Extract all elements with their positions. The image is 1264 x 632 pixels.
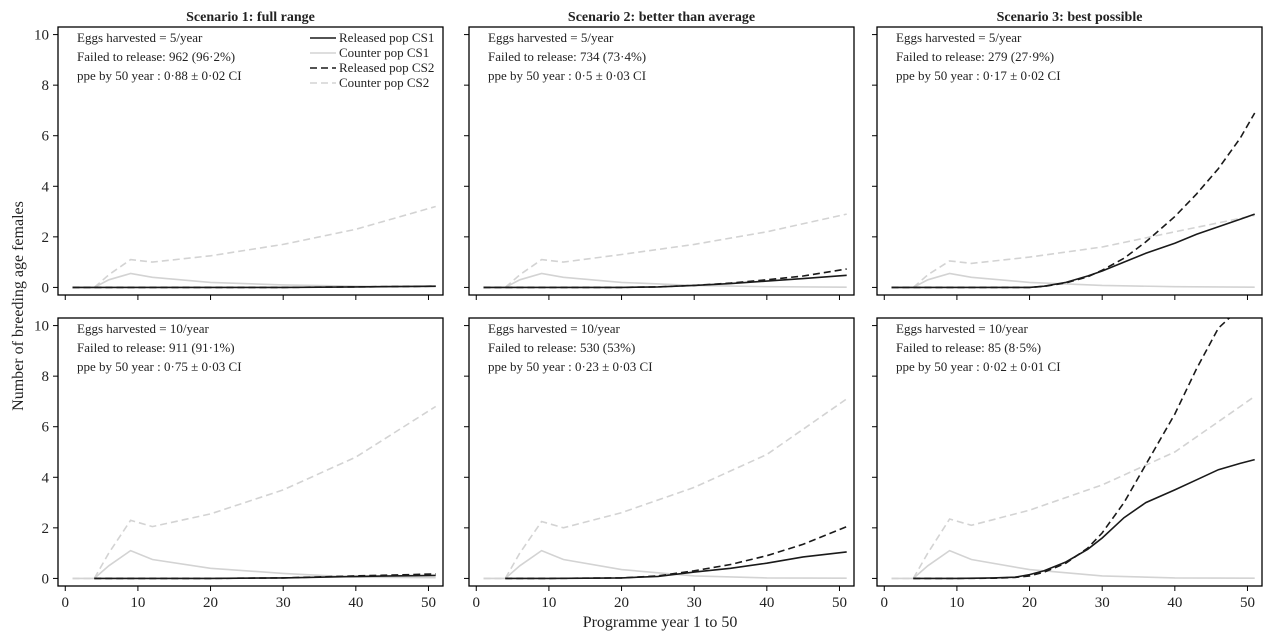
series-line-released-pop-cs2 — [913, 318, 1230, 580]
x-tick-label: 50 — [421, 595, 436, 611]
panel-annotation: Eggs harvested = 5/year — [896, 30, 1022, 45]
panel-title: Scenario 3: best possible — [997, 10, 1143, 25]
panel-annotation: ppe by 50 year : 0·75 ± 0·03 CI — [77, 359, 242, 374]
y-tick-label: 2 — [42, 230, 50, 246]
x-tick-label: 20 — [1022, 595, 1037, 611]
series-group — [72, 405, 437, 580]
panel-frame — [876, 26, 1263, 296]
panel-2: Scenario 2: better than average Eggs harv… — [464, 10, 855, 300]
series-line-counter-pop-cs1 — [483, 272, 847, 289]
series-line-counter-pop-cs1 — [891, 272, 1255, 289]
panel-annotation: Failed to release: 85 (8·5%) — [896, 340, 1041, 355]
series-line-counter-pop-cs2 — [72, 205, 436, 289]
y-tick-label: 4 — [42, 470, 50, 486]
legend-label: Released pop CS1 — [339, 30, 434, 45]
x-axis-label: Programme year 1 to 50 — [583, 614, 738, 631]
panel-frame — [468, 26, 855, 296]
y-tick-label: 8 — [42, 78, 50, 94]
x-tick-label: 30 — [276, 595, 291, 611]
x-tick-label: 0 — [473, 595, 481, 611]
panel-annotation: Failed to release: 279 (27·9%) — [896, 49, 1054, 64]
x-tick-label: 10 — [130, 595, 145, 611]
x-tick-label: 30 — [687, 595, 702, 611]
series-line-released-pop-cs2 — [483, 268, 847, 289]
panel-annotation: Failed to release: 911 (91·1%) — [77, 340, 235, 355]
legend-label: Counter pop CS1 — [339, 45, 429, 60]
panel-title: Scenario 2: better than average — [568, 10, 755, 25]
x-tick-label: 0 — [62, 595, 70, 611]
series-line-counter-pop-cs2 — [891, 395, 1256, 580]
legend-label: Counter pop CS2 — [339, 75, 429, 90]
panel-annotation: ppe by 50 year : 0·17 ± 0·02 CI — [896, 68, 1061, 83]
x-tick-label: 50 — [1240, 595, 1255, 611]
y-tick-label: 10 — [34, 319, 49, 335]
series-line-counter-pop-cs1 — [72, 549, 436, 580]
y-tick-label: 0 — [42, 280, 50, 296]
series-line-counter-pop-cs1 — [891, 549, 1255, 580]
panel-annotation: ppe by 50 year : 0·88 ± 0·02 CI — [77, 68, 242, 83]
x-tick-label: 10 — [949, 595, 964, 611]
panel-annotation: Eggs harvested = 5/year — [488, 30, 614, 45]
y-tick-label: 0 — [42, 571, 50, 587]
series-group — [72, 205, 436, 289]
panels-group: Scenario 1: full range 0 2 4 6 8 10 Eggs harves… — [34, 10, 1263, 611]
x-tick-label: 40 — [759, 595, 774, 611]
panel-frame — [876, 317, 1263, 587]
series-group — [483, 398, 848, 580]
series-line-counter-pop-cs2 — [72, 405, 437, 580]
y-tick-label: 2 — [42, 521, 50, 537]
panel-6: 0 10 20 30 40 50 Eggs harvested = 10/year Faile… — [872, 317, 1263, 611]
panel-annotation: Failed to release: 734 (73·4%) — [488, 49, 646, 64]
y-tick-label: 6 — [42, 420, 50, 436]
series-line-released-pop-cs2 — [94, 573, 436, 580]
x-tick-label: 10 — [541, 595, 556, 611]
panel-annotation: ppe by 50 year : 0·02 ± 0·01 CI — [896, 359, 1061, 374]
series-line-counter-pop-cs1 — [72, 272, 436, 289]
series-line-counter-pop-cs2 — [891, 214, 1255, 289]
legend-label: Released pop CS2 — [339, 60, 434, 75]
panel-annotation: Failed to release: 530 (53%) — [488, 340, 635, 355]
x-tick-label: 40 — [1167, 595, 1182, 611]
panel-5: 0 10 20 30 40 50 Eggs harvested = 10/year Faile… — [464, 317, 855, 611]
series-line-counter-pop-cs1 — [483, 549, 847, 580]
x-tick-label: 20 — [203, 595, 218, 611]
series-group — [483, 213, 847, 289]
series-group — [891, 112, 1256, 289]
x-tick-label: 0 — [881, 595, 889, 611]
series-line-counter-pop-cs2 — [483, 398, 848, 580]
panel-4: 0 2 4 6 8 10 0 10 20 30 40 50 Eggs harvested = 10/ye… — [34, 317, 444, 611]
x-tick-label: 40 — [348, 595, 363, 611]
x-tick-label: 30 — [1095, 595, 1110, 611]
series-line-released-pop-cs2 — [72, 285, 436, 289]
series-line-released-pop-cs1 — [913, 458, 1255, 580]
panel-annotation: ppe by 50 year : 0·23 ± 0·03 CI — [488, 359, 653, 374]
panel-frame — [57, 26, 444, 296]
panel-frame — [468, 317, 855, 587]
series-line-counter-pop-cs2 — [483, 213, 847, 289]
y-tick-label: 10 — [34, 28, 49, 44]
panel-annotation: Eggs harvested = 10/year — [77, 321, 210, 336]
panel-annotation: Failed to release: 962 (96·2%) — [77, 49, 235, 64]
panel-3: Scenario 3: best possible Eggs harvested … — [872, 10, 1263, 300]
y-tick-label: 4 — [42, 179, 50, 195]
y-axis-label: Number of breeding age females — [10, 201, 27, 411]
panel-1: Scenario 1: full range 0 2 4 6 8 10 Eggs harves… — [34, 10, 444, 300]
y-tick-label: 6 — [42, 129, 50, 145]
panel-annotation: Eggs harvested = 10/year — [488, 321, 621, 336]
panel-title: Scenario 1: full range — [186, 10, 315, 25]
series-group — [891, 318, 1256, 580]
panel-frame — [57, 317, 444, 587]
series-line-released-pop-cs2 — [505, 525, 848, 580]
series-line-released-pop-cs2 — [891, 112, 1256, 289]
panel-annotation: Eggs harvested = 10/year — [896, 321, 1029, 336]
panel-annotation: ppe by 50 year : 0·5 ± 0·03 CI — [488, 68, 646, 83]
x-tick-label: 50 — [832, 595, 847, 611]
y-tick-label: 8 — [42, 369, 50, 385]
panel-annotation: Eggs harvested = 5/year — [77, 30, 203, 45]
x-tick-label: 20 — [614, 595, 629, 611]
